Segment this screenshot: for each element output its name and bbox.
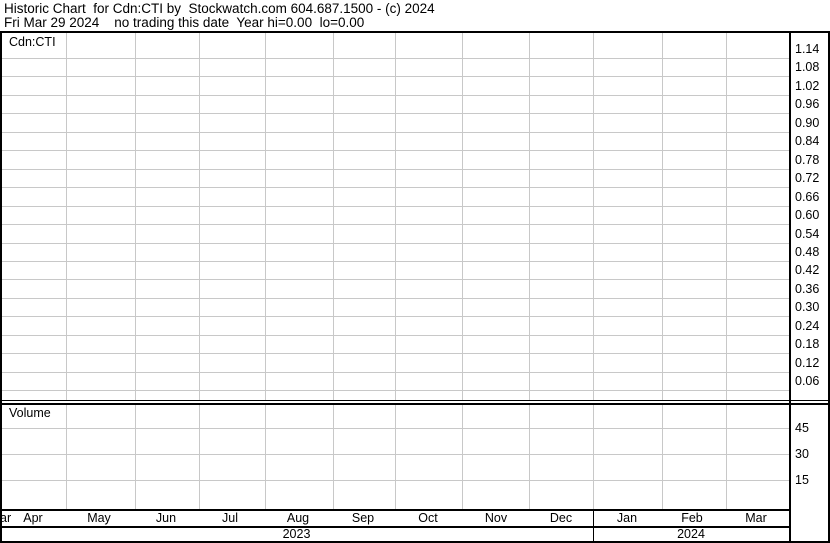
grid-line-horizontal [2, 150, 789, 151]
grid-line-vertical [135, 33, 136, 400]
volume-tick-label: 15 [795, 473, 809, 487]
chart-header-title: Historic Chart for Cdn:CTI by Stockwatch… [4, 1, 435, 16]
month-label: Jun [155, 511, 177, 525]
grid-line-horizontal [2, 372, 789, 373]
grid-line-vertical [66, 33, 67, 400]
grid-line-vertical [395, 405, 396, 509]
price-tick-label: 0.42 [795, 263, 820, 277]
month-label: Oct [418, 511, 438, 525]
grid-line-horizontal [2, 58, 789, 59]
chart-frame [0, 31, 830, 543]
month-label: Mar [745, 511, 767, 525]
grid-line-horizontal [2, 113, 789, 114]
month-label: Aug [286, 511, 310, 525]
month-label: Apr [23, 511, 43, 525]
month-label: Feb [681, 511, 703, 525]
price-tick-label: 0.96 [795, 97, 820, 111]
grid-line-vertical [726, 405, 727, 509]
grid-line-horizontal [2, 243, 789, 244]
price-chart-title: Cdn:CTI [9, 35, 56, 49]
panel-divider [0, 400, 830, 401]
grid-line-vertical [395, 33, 396, 400]
grid-line-horizontal [2, 480, 789, 481]
grid-line-vertical [265, 405, 266, 509]
price-tick-label: 1.14 [795, 42, 820, 56]
volume-tick-label: 30 [795, 447, 809, 461]
grid-line-horizontal [2, 261, 789, 262]
panel-divider [0, 403, 830, 405]
grid-line-vertical [333, 405, 334, 509]
grid-line-vertical [593, 33, 594, 400]
grid-line-horizontal [2, 132, 789, 133]
grid-line-horizontal [2, 298, 789, 299]
grid-line-horizontal [2, 390, 789, 391]
price-tick-label: 0.54 [795, 227, 820, 241]
grid-line-vertical [529, 33, 530, 400]
volume-chart-title: Volume [9, 406, 51, 420]
grid-line-vertical [662, 33, 663, 400]
month-label: Jul [222, 511, 238, 525]
grid-line-vertical [529, 405, 530, 509]
chart-header-status: Fri Mar 29 2024 no trading this date Yea… [4, 15, 365, 30]
month-label: ar [0, 511, 12, 525]
grid-line-vertical [333, 33, 334, 400]
grid-line-vertical [265, 33, 266, 400]
price-tick-label: 0.90 [795, 116, 820, 130]
grid-line-horizontal [2, 316, 789, 317]
grid-line-vertical [462, 33, 463, 400]
grid-line-vertical [726, 33, 727, 400]
x-axis-border [0, 509, 791, 511]
grid-line-vertical [662, 405, 663, 509]
price-tick-label: 1.02 [795, 79, 820, 93]
price-tick-label: 0.12 [795, 356, 820, 370]
month-label: Nov [484, 511, 508, 525]
month-label: Dec [549, 511, 573, 525]
grid-line-vertical [462, 405, 463, 509]
grid-line-horizontal [2, 353, 789, 354]
volume-tick-label: 45 [795, 421, 809, 435]
price-tick-label: 0.84 [795, 134, 820, 148]
grid-line-horizontal [2, 224, 789, 225]
year-label-2023: 2023 [282, 527, 311, 541]
grid-line-vertical [66, 405, 67, 509]
year-divider [593, 509, 594, 543]
grid-line-horizontal [2, 95, 789, 96]
price-tick-label: 0.48 [795, 245, 820, 259]
price-tick-label: 0.18 [795, 337, 820, 351]
price-tick-label: 0.72 [795, 171, 820, 185]
grid-line-horizontal [2, 428, 789, 429]
grid-line-horizontal [2, 335, 789, 336]
grid-line-vertical [199, 405, 200, 509]
month-label: May [87, 511, 111, 525]
price-tick-label: 0.36 [795, 282, 820, 296]
year-row-border [0, 526, 791, 528]
grid-line-vertical [593, 405, 594, 509]
month-label: Sep [351, 511, 375, 525]
grid-line-horizontal [2, 169, 789, 170]
grid-line-horizontal [2, 454, 789, 455]
y-axis-border [789, 31, 791, 543]
price-tick-label: 0.78 [795, 153, 820, 167]
price-tick-label: 0.06 [795, 374, 820, 388]
year-label-2024: 2024 [677, 527, 705, 541]
price-tick-label: 0.60 [795, 208, 820, 222]
price-tick-label: 0.24 [795, 319, 820, 333]
grid-line-horizontal [2, 279, 789, 280]
grid-line-horizontal [2, 187, 789, 188]
month-label: Jan [616, 511, 638, 525]
grid-line-vertical [135, 405, 136, 509]
price-tick-label: 0.66 [795, 190, 820, 204]
grid-line-vertical [199, 33, 200, 400]
grid-line-horizontal [2, 206, 789, 207]
price-tick-label: 0.30 [795, 300, 820, 314]
grid-line-horizontal [2, 76, 789, 77]
price-tick-label: 1.08 [795, 60, 820, 74]
